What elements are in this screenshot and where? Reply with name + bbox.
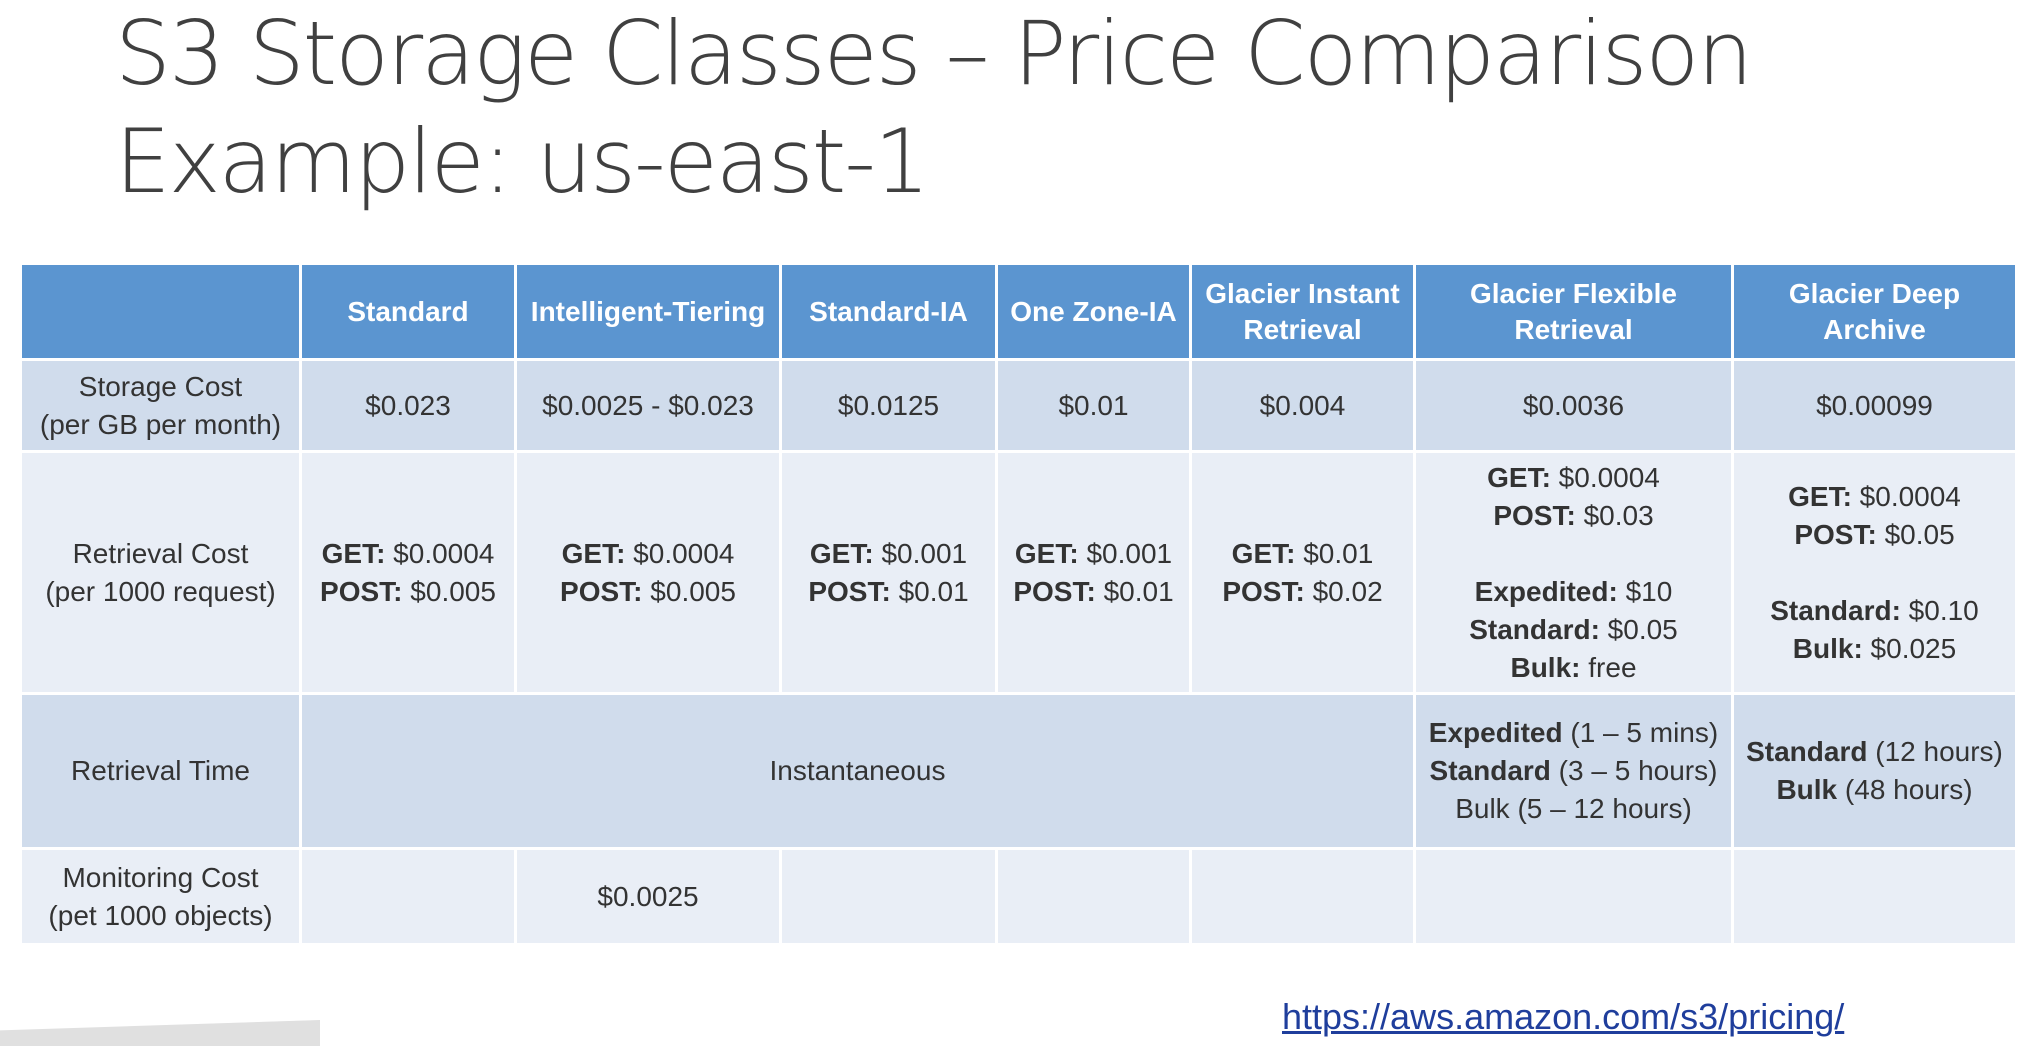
retrieval-cost-standard-ia: GET: $0.001 POST: $0.01	[779, 450, 998, 695]
storage-cost-intelligent: $0.0025 - $0.023	[514, 358, 782, 453]
storage-cost-one-zone: $0.01	[995, 358, 1192, 453]
retrieval-time-glacier-deep: Standard (12 hours) Bulk (48 hours)	[1731, 692, 2018, 850]
monitoring-cost-one-zone	[995, 847, 1192, 946]
storage-cost-glacier-instant: $0.004	[1189, 358, 1416, 453]
header-standard: Standard	[299, 262, 517, 361]
monitoring-cost-intelligent: $0.0025	[514, 847, 782, 946]
retrieval-time-instantaneous: Instantaneous	[299, 692, 1416, 850]
slide-title: S3 Storage Classes – Price Comparison Ex…	[115, 0, 1753, 216]
header-standard-ia: Standard-IA	[779, 262, 998, 361]
header-row: Standard Intelligent-Tiering Standard-IA…	[19, 262, 2018, 361]
retrieval-cost-glacier-flexible: GET: $0.0004 POST: $0.03 Expedited: $10 …	[1413, 450, 1734, 695]
storage-cost-label: Storage Cost (per GB per month)	[19, 358, 302, 453]
retrieval-cost-one-zone: GET: $0.001 POST: $0.01	[995, 450, 1192, 695]
monitoring-cost-standard-ia	[779, 847, 998, 946]
pricing-link[interactable]: https://aws.amazon.com/s3/pricing/	[1282, 996, 1845, 1037]
retrieval-time-label: Retrieval Time	[19, 692, 302, 850]
retrieval-cost-label: Retrieval Cost (per 1000 request)	[19, 450, 302, 695]
monitoring-cost-standard	[299, 847, 517, 946]
storage-cost-standard: $0.023	[299, 358, 517, 453]
header-one-zone-ia: One Zone-IA	[995, 262, 1192, 361]
header-glacier-flexible: Glacier Flexible Retrieval	[1413, 262, 1734, 361]
monitoring-cost-label: Monitoring Cost (pet 1000 objects)	[19, 847, 302, 946]
storage-cost-row: Storage Cost (per GB per month) $0.023 $…	[19, 358, 2018, 453]
retrieval-cost-standard: GET: $0.0004 POST: $0.005	[299, 450, 517, 695]
monitoring-cost-glacier-flexible	[1413, 847, 1734, 946]
header-empty	[19, 262, 302, 361]
storage-cost-glacier-deep: $0.00099	[1731, 358, 2018, 453]
title-line-1: S3 Storage Classes – Price Comparison	[115, 2, 1753, 105]
title-line-2: Example: us-east-1	[115, 110, 930, 213]
header-intelligent-tiering: Intelligent-Tiering	[514, 262, 782, 361]
retrieval-time-glacier-flexible: Expedited (1 – 5 mins) Standard (3 – 5 h…	[1413, 692, 1734, 850]
header-glacier-deep: Glacier Deep Archive	[1731, 262, 2018, 361]
storage-cost-glacier-flexible: $0.0036	[1413, 358, 1734, 453]
corner-decoration	[0, 1020, 320, 1046]
monitoring-cost-glacier-deep	[1731, 847, 2018, 946]
retrieval-cost-glacier-instant: GET: $0.01 POST: $0.02	[1189, 450, 1416, 695]
retrieval-time-row: Retrieval Time Instantaneous Expedited (…	[19, 692, 2018, 850]
retrieval-cost-row: Retrieval Cost (per 1000 request) GET: $…	[19, 450, 2018, 695]
retrieval-cost-glacier-deep: GET: $0.0004 POST: $0.05 Standard: $0.10…	[1731, 450, 2018, 695]
header-glacier-instant: Glacier Instant Retrieval	[1189, 262, 1416, 361]
monitoring-cost-row: Monitoring Cost (pet 1000 objects) $0.00…	[19, 847, 2018, 946]
storage-cost-standard-ia: $0.0125	[779, 358, 998, 453]
price-comparison-table: Standard Intelligent-Tiering Standard-IA…	[19, 262, 2018, 946]
monitoring-cost-glacier-instant	[1189, 847, 1416, 946]
retrieval-cost-intelligent: GET: $0.0004 POST: $0.005	[514, 450, 782, 695]
